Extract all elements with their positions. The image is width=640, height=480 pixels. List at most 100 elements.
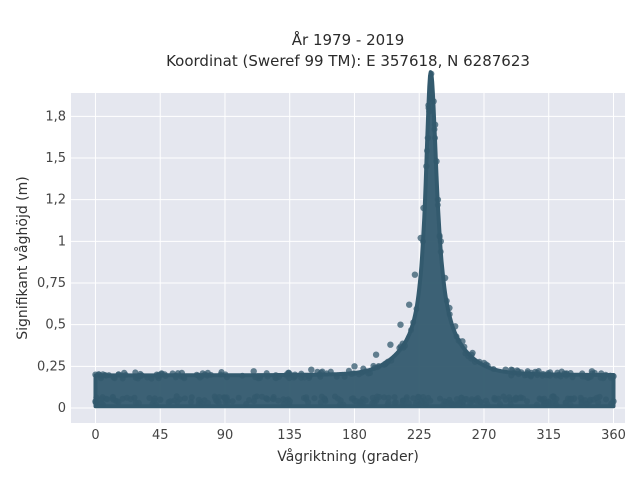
data-point [434,202,441,208]
data-point [400,344,407,351]
data-point [243,401,250,407]
data-point [524,398,530,405]
data-point [221,394,229,402]
data-point [423,163,430,170]
data-point [400,401,407,408]
data-point [424,147,430,154]
data-point [502,366,509,373]
data-point [492,396,499,403]
data-point [110,374,117,381]
data-point [453,396,460,403]
data-point [250,368,257,375]
data-point [100,401,106,408]
data-point [507,401,514,408]
data-point [437,238,444,245]
data-point [431,126,438,133]
data-point [99,394,106,401]
data-point [336,401,344,408]
y-tick-label: 0,5 [45,318,66,333]
y-tick-label: 1,5 [45,151,66,166]
y-tick-label: 1 [58,234,66,249]
data-point [447,399,454,406]
data-point [292,371,298,378]
data-point [146,395,153,401]
data-point [327,368,334,375]
data-point [303,394,310,401]
data-point [553,401,560,408]
data-point [443,399,450,405]
data-point [286,398,293,405]
data-point [385,394,392,401]
data-point [92,398,99,405]
data-point [204,399,211,407]
data-point [311,395,318,402]
data-point [351,363,358,370]
data-point [408,327,415,333]
data-point [524,371,531,378]
data-point [537,396,544,403]
data-point [285,369,292,376]
data-point [423,400,430,407]
data-point [92,371,99,378]
data-point [212,395,219,402]
data-point [275,397,282,404]
data-point [181,375,188,382]
data-point [204,369,211,376]
x-tick-label: 180 [342,428,367,443]
data-point [437,395,443,402]
data-point [433,158,440,165]
data-point [480,359,488,367]
data-point [357,399,364,406]
data-point [308,366,315,373]
data-point [484,401,491,408]
data-point [432,135,438,141]
data-point [410,395,417,402]
data-point [371,400,378,407]
x-tick-label: 0 [91,428,99,443]
data-point [567,401,574,408]
data-point [549,393,556,400]
y-tick-label: 0,25 [37,359,66,374]
data-point [127,396,134,403]
data-point [443,297,450,304]
data-point [455,400,462,407]
data-point [508,372,515,379]
data-point [263,370,270,377]
data-point [441,274,449,282]
data-point [391,400,398,406]
data-point [263,395,270,402]
data-point [121,369,128,377]
data-point [502,396,509,403]
data-point [195,396,202,403]
data-point [259,393,265,400]
y-tick-label: 1,8 [45,109,66,124]
data-point [188,394,195,401]
data-point [135,399,142,407]
data-point [318,369,325,376]
data-point [426,108,433,115]
data-point [178,369,185,377]
x-tick-label: 270 [472,428,497,443]
data-point [387,341,394,348]
y-tick-label: 0,75 [37,276,66,291]
data-point [424,134,432,142]
data-point [490,366,497,372]
data-point [577,394,584,401]
x-tick-label: 225 [407,428,432,443]
data-point [381,361,388,368]
data-point [554,369,561,376]
data-point [431,121,439,128]
data-point [579,373,586,380]
data-point [374,393,381,400]
data-point [434,196,442,203]
data-point [563,370,570,377]
data-point [410,319,417,326]
data-point [468,396,475,403]
x-axis-label: Vågriktning (grader) [277,448,419,465]
data-point [317,399,324,406]
data-point [458,394,465,401]
data-point [109,394,116,402]
data-point [425,394,432,401]
x-tick-label: 135 [277,428,302,443]
